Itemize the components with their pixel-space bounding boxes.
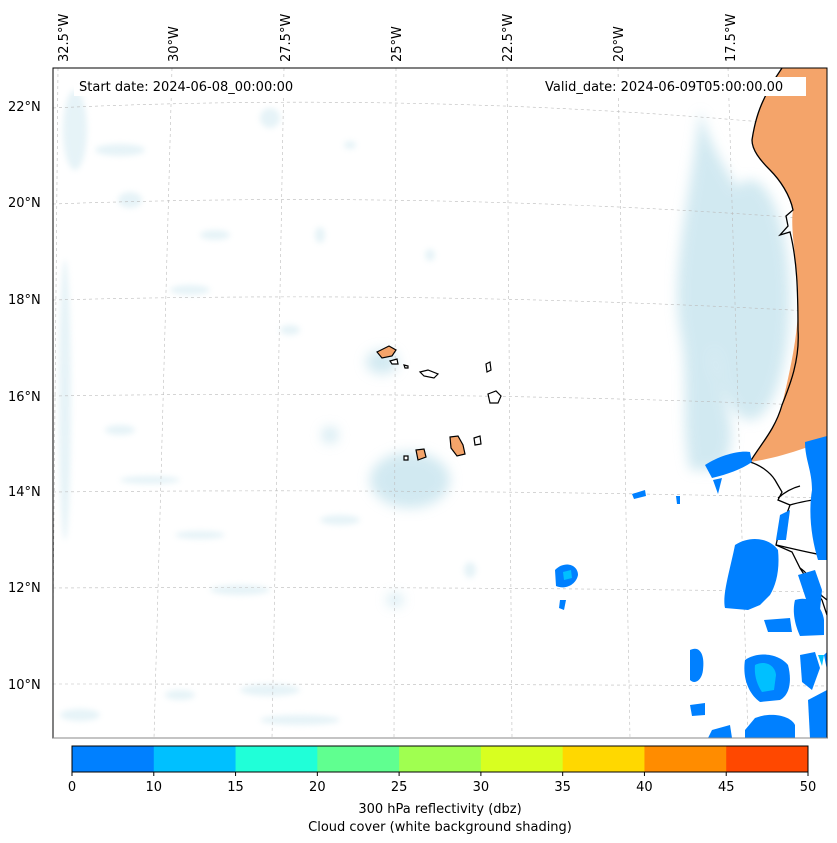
lon-label: 27.5°W bbox=[279, 14, 294, 62]
colorbar-segment bbox=[480, 746, 564, 772]
island-sal bbox=[485, 361, 492, 373]
island-brava bbox=[403, 455, 409, 461]
land-mainland-north bbox=[750, 68, 827, 462]
colorbar-segment bbox=[72, 746, 155, 772]
colorbar-segment bbox=[317, 746, 400, 772]
cape-verde-islands bbox=[376, 345, 502, 461]
lon-label: 22.5°W bbox=[501, 14, 516, 62]
colorbar-tick-label: 40 bbox=[636, 780, 653, 795]
colorbar-tick-label: 20 bbox=[309, 780, 326, 795]
lat-label: 16°N bbox=[8, 390, 41, 405]
island-fogo bbox=[415, 448, 427, 461]
colorbar-segment bbox=[644, 746, 727, 772]
colorbar-segment bbox=[153, 746, 237, 772]
island-santiago bbox=[449, 435, 466, 457]
lat-label: 20°N bbox=[8, 196, 41, 211]
island-sao-vicente bbox=[389, 358, 399, 365]
island-sao-nicolau bbox=[418, 369, 440, 379]
reflectivity-cells bbox=[555, 436, 827, 738]
colorbar: 0 10 15 20 25 30 35 40 45 50 bbox=[68, 745, 817, 795]
valid-date-box: Valid_date: 2024-06-09T05:00:00.00 bbox=[540, 77, 806, 96]
island-santo-antao bbox=[376, 345, 397, 359]
island-maio bbox=[473, 435, 482, 446]
colorbar-label-line2: Cloud cover (white background shading) bbox=[308, 820, 572, 835]
lat-label: 18°N bbox=[8, 293, 41, 308]
colorbar-tick-label: 0 bbox=[68, 780, 76, 795]
colorbar-tick-label: 25 bbox=[391, 780, 408, 795]
colorbar-tick-label: 35 bbox=[554, 780, 571, 795]
start-date-box: Start date: 2024-06-08_00:00:00 bbox=[74, 77, 314, 96]
lat-label: 22°N bbox=[8, 100, 41, 115]
colorbar-tick-label: 30 bbox=[473, 780, 490, 795]
lon-label: 25°W bbox=[390, 26, 405, 62]
colorbar-border bbox=[71, 745, 809, 773]
colorbar-tick-label: 50 bbox=[800, 780, 817, 795]
lat-label: 14°N bbox=[8, 485, 41, 500]
colorbar-tick-label: 45 bbox=[718, 780, 735, 795]
island-santa-luzia bbox=[403, 364, 409, 369]
coastline-mainland bbox=[749, 68, 827, 616]
valid-date-label: Valid_date: 2024-06-09T05:00:00.00 bbox=[545, 80, 783, 95]
lon-label: 30°W bbox=[167, 26, 182, 62]
colorbar-label-line1: 300 hPa reflectivity (dbz) bbox=[358, 802, 521, 817]
colorbar-segment bbox=[235, 746, 318, 772]
lon-label: 17.5°W bbox=[724, 14, 739, 62]
colorbar-tick-label: 10 bbox=[146, 780, 163, 795]
colorbar-segment bbox=[726, 746, 809, 772]
latitude-labels: 22°N 20°N 18°N 16°N 14°N 12°N 10°N bbox=[8, 100, 41, 693]
lon-label: 20°W bbox=[612, 26, 627, 62]
cloud-cover bbox=[59, 90, 790, 725]
start-date-label: Start date: 2024-06-08_00:00:00 bbox=[79, 80, 293, 95]
colorbar-segment bbox=[562, 746, 645, 772]
lat-label: 10°N bbox=[8, 678, 41, 693]
gridlines bbox=[53, 68, 827, 738]
lat-label: 12°N bbox=[8, 581, 41, 596]
map-area bbox=[53, 68, 827, 738]
lon-label: 32.5°W bbox=[57, 14, 72, 62]
colorbar-segment bbox=[399, 746, 482, 772]
island-boa-vista bbox=[487, 390, 502, 404]
longitude-labels: 32.5°W 30°W 27.5°W 25°W 22.5°W 20°W 17.5… bbox=[57, 14, 739, 62]
colorbar-tick-label: 15 bbox=[227, 780, 244, 795]
